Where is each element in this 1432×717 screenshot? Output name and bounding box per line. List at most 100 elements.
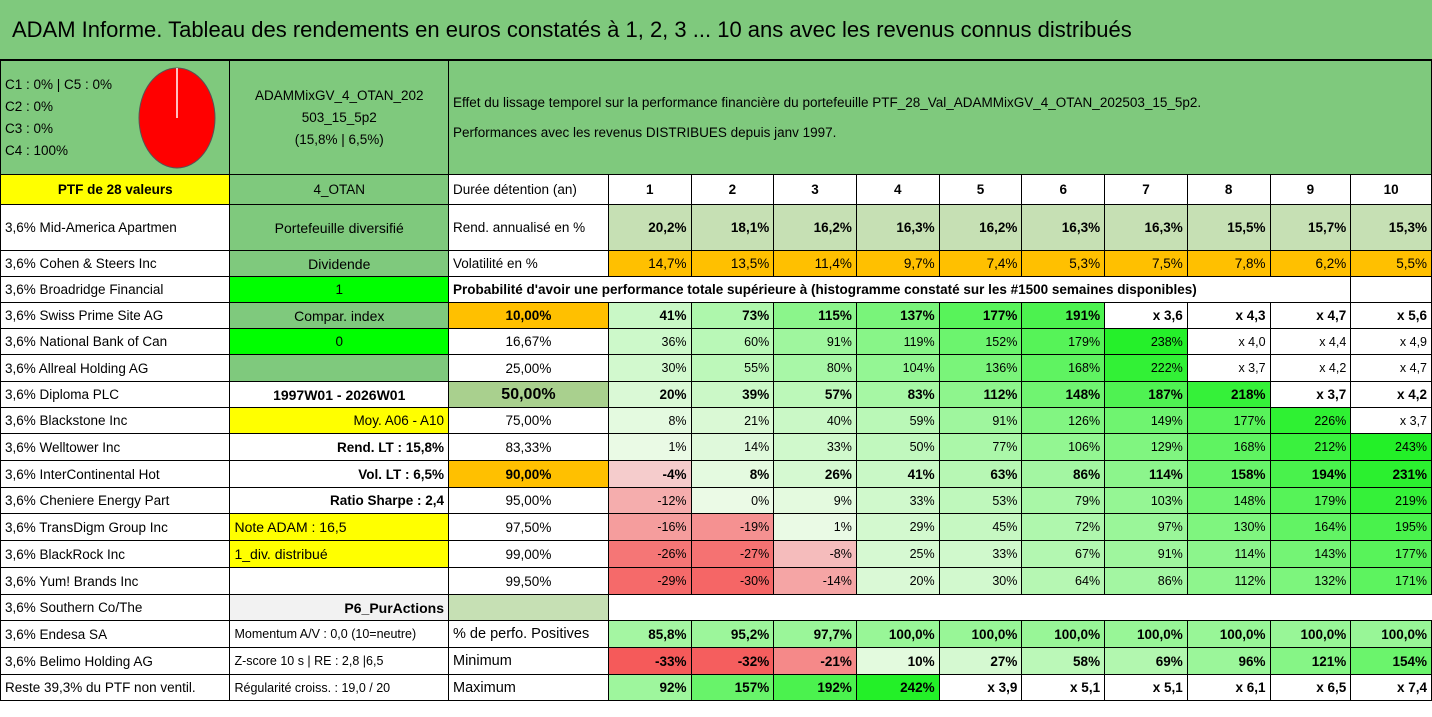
info-cell: Régularité croiss. : 19,0 / 20 [229, 674, 449, 701]
probability-value: 45% [938, 513, 1023, 541]
probability-value: x 4,7 [1350, 354, 1432, 382]
holding-name: Reste 39,3% du PTF non ventil. [0, 674, 231, 701]
probability-value: 114% [1104, 460, 1188, 488]
probability-value: 26% [773, 460, 857, 488]
probability-value: 73% [690, 302, 775, 329]
positive-performance-label: % de perfo. Positives [448, 620, 609, 648]
info-cell: Momentum A/V : 0,0 (10=neutre) [229, 620, 449, 648]
probability-value: 103% [1104, 487, 1188, 514]
holding-name: 3,6% Diploma PLC [0, 381, 231, 408]
probability-value: 195% [1350, 513, 1432, 541]
minimum-value: 10% [855, 647, 940, 675]
probability-value: 152% [938, 328, 1023, 355]
probability-level: 95,00% [448, 487, 609, 514]
probability-value: 29% [855, 513, 940, 541]
maximum-value: x 6,5 [1269, 674, 1352, 701]
positive-performance-value: 100,0% [1350, 620, 1432, 648]
positive-performance-value: 100,0% [1269, 620, 1352, 648]
holding-name: 3,6% Cheniere Energy Part [0, 487, 231, 514]
probability-value: -8% [773, 540, 857, 568]
info-cell: Ratio Sharpe : 2,4 [229, 487, 449, 514]
maximum-value: 242% [855, 674, 940, 701]
probability-value: -14% [773, 567, 857, 595]
info-cell: 1 [229, 276, 449, 303]
probability-value: 97% [1104, 513, 1188, 541]
info-cell: P6_PurActions [229, 594, 449, 621]
volatility-value: 14,7% [607, 250, 692, 277]
portfolio-name: ADAMMixGV_4_OTAN_202 503_15_5p2 (15,8% |… [229, 60, 449, 175]
year-header-row: PTF de 28 valeurs 4_OTAN Durée détention (… [0, 174, 1432, 205]
info-cell: Note ADAM : 16,5 [229, 513, 449, 541]
annualized-return-value: 20,2% [607, 204, 692, 251]
legend-line: C4 : 100% [5, 142, 69, 158]
positive-performance-value: 95,2% [690, 620, 775, 648]
probability-value: x 3,7 [1186, 354, 1271, 382]
probability-level: 25,00% [448, 354, 609, 382]
probability-value: -4% [607, 460, 692, 488]
probability-value: 63% [938, 460, 1023, 488]
year-header: 10 [1350, 174, 1432, 205]
probability-value: 80% [773, 354, 857, 382]
info-cell: Rend. LT : 15,8% [229, 433, 449, 461]
annualized-return-value: 16,2% [938, 204, 1023, 251]
annualized-return-value: 16,3% [1021, 204, 1106, 251]
probability-value: x 4,7 [1269, 302, 1352, 329]
holding-name: 3,6% Yum! Brands Inc [0, 567, 231, 595]
probability-value: 55% [690, 354, 775, 382]
probability-row: 3,6% Swiss Prime Site AG Compar. index 10,… [0, 302, 1432, 329]
probability-value: 218% [1186, 381, 1271, 408]
volatility-value: 11,4% [773, 250, 857, 277]
probability-level: 90,00% [448, 460, 609, 488]
year-header: 7 [1104, 174, 1188, 205]
portfolio-name-line: (15,8% | 6,5%) [294, 131, 384, 147]
probability-row: 3,6% TransDigm Group Inc Note ADAM : 16,5… [0, 513, 1432, 541]
probability-value: 0% [690, 487, 775, 514]
minimum-value: 27% [938, 647, 1023, 675]
probability-value: 39% [690, 381, 775, 408]
positive-performance-value: 100,0% [1021, 620, 1106, 648]
probability-value: 106% [1021, 433, 1106, 461]
maximum-row: Reste 39,3% du PTF non ventil. Régularité… [0, 674, 1432, 701]
probability-value: x 3,6 [1104, 302, 1188, 329]
probability-value: 168% [1021, 354, 1106, 382]
otan-label: 4_OTAN [229, 174, 449, 205]
probability-value: x 4,2 [1350, 381, 1432, 408]
probability-value: 86% [1021, 460, 1106, 488]
volatility-value: 5,5% [1350, 250, 1432, 277]
annualized-return-row: 3,6% Mid-America Apartmen Portefeuille di… [0, 204, 1432, 251]
holding-name: 3,6% Welltower Inc [0, 433, 231, 461]
info-cell: Dividende [229, 250, 449, 277]
maximum-value: x 5,1 [1104, 674, 1188, 701]
annualized-return-value: 16,3% [1104, 204, 1188, 251]
maximum-value: 157% [690, 674, 775, 701]
description-line: Effet du lissage temporel sur la perform… [453, 94, 1202, 110]
portfolio-count-label: PTF de 28 valeurs [0, 174, 231, 205]
probability-level: 99,50% [448, 567, 609, 595]
probability-row: 3,6% Cheniere Energy Part Ratio Sharpe : … [0, 487, 1432, 514]
holding-name: 3,6% National Bank of Can [0, 328, 231, 355]
minimum-value: -21% [773, 647, 857, 675]
probability-value: x 4,0 [1186, 328, 1271, 355]
volatility-row: 3,6% Cohen & Steers Inc Dividende Volatili… [0, 250, 1432, 277]
portfolio-name-line: 503_15_5p2 [301, 109, 377, 125]
probability-value: x 4,2 [1269, 354, 1352, 382]
probability-value: 226% [1269, 407, 1352, 434]
volatility-value: 9,7% [855, 250, 940, 277]
minimum-row: 3,6% Belimo Holding AG Z-score 10 s | RE … [0, 647, 1432, 675]
probability-value: 149% [1104, 407, 1188, 434]
annualized-return-value: 15,5% [1186, 204, 1271, 251]
holding-name: 3,6% InterContinental Hot [0, 460, 231, 488]
volatility-value: 7,8% [1186, 250, 1271, 277]
probability-value: -12% [607, 487, 692, 514]
duration-label: Durée détention (an) [448, 174, 609, 205]
minimum-value: 154% [1350, 647, 1432, 675]
allocation-legend: C1 : 0% | C5 : 0% C2 : 0% C3 : 0% C4 : 1… [0, 60, 231, 175]
year-header: 1 [607, 174, 692, 205]
holding-name: 3,6% Allreal Holding AG [0, 354, 231, 382]
probability-title: Probabilité d'avoir une performance tota… [447, 276, 1351, 303]
header-row: C1 : 0% | C5 : 0% C2 : 0% C3 : 0% C4 : 1… [0, 60, 1432, 175]
probability-level: 97,50% [448, 513, 609, 541]
probability-value: 1% [607, 433, 692, 461]
description: Effet du lissage temporel sur la perform… [448, 60, 1432, 175]
description-line: Performances avec les revenus DISTRIBUES… [453, 124, 837, 140]
